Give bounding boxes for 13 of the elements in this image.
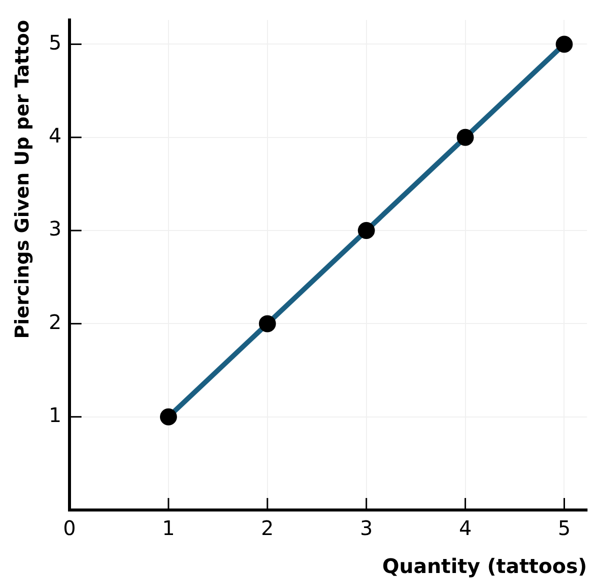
x-tick-label: 5 [558, 516, 571, 540]
y-axis-title: Piercings Given Up per Tattoo [11, 20, 34, 339]
x-tick-label: 1 [162, 516, 175, 540]
y-tick-label: 4 [48, 124, 62, 148]
x-axis-title: Quantity (tattoos) [382, 554, 587, 578]
x-tick-label: 3 [360, 516, 373, 540]
x-tick-label: 0 [63, 516, 76, 540]
y-tick-label: 2 [48, 310, 62, 334]
y-tick-label: 1 [48, 403, 62, 428]
x-tick-label: 4 [458, 516, 472, 540]
y-tick-label: 5 [48, 30, 62, 54]
y-tick-label: 3 [48, 216, 62, 241]
x-tick-label: 2 [261, 516, 274, 540]
